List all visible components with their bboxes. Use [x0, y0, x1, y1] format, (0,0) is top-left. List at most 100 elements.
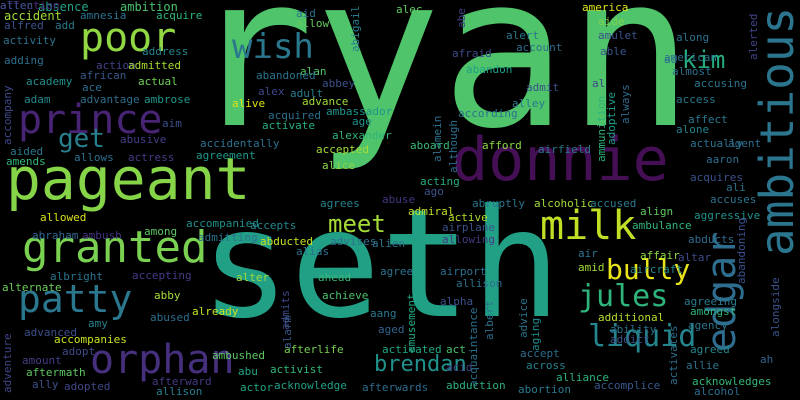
word-accompany: accompany: [1, 85, 14, 146]
word-abortion: abortion: [518, 383, 571, 396]
word-airplane: airplane: [442, 221, 495, 234]
word-activity: activity: [3, 34, 56, 47]
word-across: across: [526, 359, 566, 372]
word-always: always: [619, 83, 632, 124]
word-ambushed: ambushed: [212, 349, 265, 362]
word-admit: admit: [526, 81, 560, 94]
word-abby: abby: [154, 289, 181, 302]
word-abe: abe: [455, 7, 468, 28]
word-alcoholic: alcoholic: [534, 197, 594, 210]
word-amongst: amongst: [690, 305, 737, 318]
word-brendan: brendan: [374, 352, 467, 377]
word-alpha: alpha: [440, 295, 474, 308]
word-allow: allow: [296, 17, 330, 30]
word-aang: aang: [370, 307, 397, 320]
word-affection: affection: [0, 0, 60, 12]
word-pageant: pageant: [6, 145, 251, 213]
word-afterlife: afterlife: [284, 343, 344, 356]
word-among: among: [144, 225, 178, 238]
word-alternate: alternate: [2, 281, 62, 294]
word-advice: advice: [517, 297, 530, 338]
word-ambrose: ambrose: [144, 93, 191, 106]
word-allison: allison: [156, 385, 203, 398]
word-seth: seth: [200, 178, 562, 352]
word-adopt: adopt: [62, 345, 96, 358]
word-abandoning: abandoning: [735, 217, 748, 284]
word-along: along: [676, 31, 710, 44]
word-amends: amends: [6, 155, 46, 168]
word-abruptly: abruptly: [472, 197, 525, 210]
word-affect: affect: [688, 113, 728, 126]
word-prince: prince: [18, 97, 163, 143]
word-aided: aided: [10, 145, 44, 158]
word-ally: ally: [32, 378, 59, 391]
word-afterwards: afterwards: [362, 381, 429, 394]
word-abducts: abducts: [688, 233, 735, 246]
word-accusing: accusing: [694, 77, 747, 90]
word-alone: alone: [676, 123, 710, 136]
word-acquires: acquires: [690, 171, 743, 184]
word-admiral: admiral: [408, 205, 455, 218]
word-access: access: [676, 93, 716, 106]
word-abu: abu: [238, 365, 258, 378]
word-actually: actually: [690, 137, 743, 150]
word-aftermath: aftermath: [26, 366, 86, 379]
word-align: align: [640, 205, 674, 218]
word-alan: alan: [300, 65, 327, 78]
word-achieve: achieve: [322, 289, 369, 302]
word-amount: amount: [22, 354, 62, 367]
word-bully: bully: [606, 253, 691, 286]
word-afford: afford: [482, 139, 522, 152]
word-account: account: [516, 41, 563, 54]
word-ryan: ryan: [188, 0, 694, 175]
word-alcohol: alcohol: [694, 385, 741, 398]
word-aggressive: aggressive: [694, 209, 761, 222]
word-agree: agree: [380, 265, 414, 278]
word-activated: activated: [382, 343, 442, 356]
word-ah: ah: [760, 353, 774, 366]
word-adoptive: adoptive: [605, 91, 618, 145]
word-aid: aid: [296, 7, 316, 20]
word-additional: additional: [598, 311, 665, 324]
word-add: add: [55, 19, 75, 32]
word-afraid: afraid: [452, 47, 492, 60]
word-abbey: abbey: [322, 77, 356, 90]
word-amnesia: amnesia: [80, 9, 127, 22]
word-meet: meet: [328, 210, 386, 238]
word-ace: ace: [82, 81, 102, 94]
word-allows: allows: [74, 151, 114, 164]
word-alexander: alexander: [332, 129, 392, 142]
word-america: america: [582, 1, 629, 14]
word-altar: altar: [678, 251, 712, 264]
word-afterward: afterward: [152, 375, 212, 388]
word-abandon: abandon: [466, 63, 513, 76]
word-alfred: alfred: [4, 19, 44, 32]
word-wish: wish: [232, 27, 314, 67]
word-alter: alter: [236, 271, 270, 284]
word-alien: alien: [372, 237, 406, 250]
word-albright: albright: [50, 270, 103, 283]
word-adventure: adventure: [1, 333, 14, 394]
word-abandoned: abandoned: [256, 69, 316, 82]
word-acquire: acquire: [156, 9, 203, 22]
word-ambush: ambush: [82, 229, 122, 242]
word-advanced: advanced: [24, 326, 77, 339]
word-acknowledges: acknowledges: [692, 375, 772, 388]
word-adam: adam: [24, 93, 51, 106]
word-poor: poor: [80, 15, 177, 61]
word-almost: almost: [672, 65, 712, 78]
word-accident: accident: [4, 9, 62, 23]
word-aboard: aboard: [410, 139, 450, 152]
word-alice: alice: [322, 159, 356, 172]
word-act: act: [446, 343, 466, 356]
word-allison: allison: [456, 277, 503, 290]
word-donnie: donnie: [452, 125, 669, 195]
word-agent: agent: [728, 137, 762, 150]
word-already: already: [192, 305, 239, 318]
word-actor: actor: [240, 381, 274, 394]
word-granted: granted: [22, 222, 208, 273]
word-able: able: [600, 45, 627, 58]
word-admitted: admitted: [128, 59, 181, 72]
word-amulet: amulet: [598, 29, 638, 42]
